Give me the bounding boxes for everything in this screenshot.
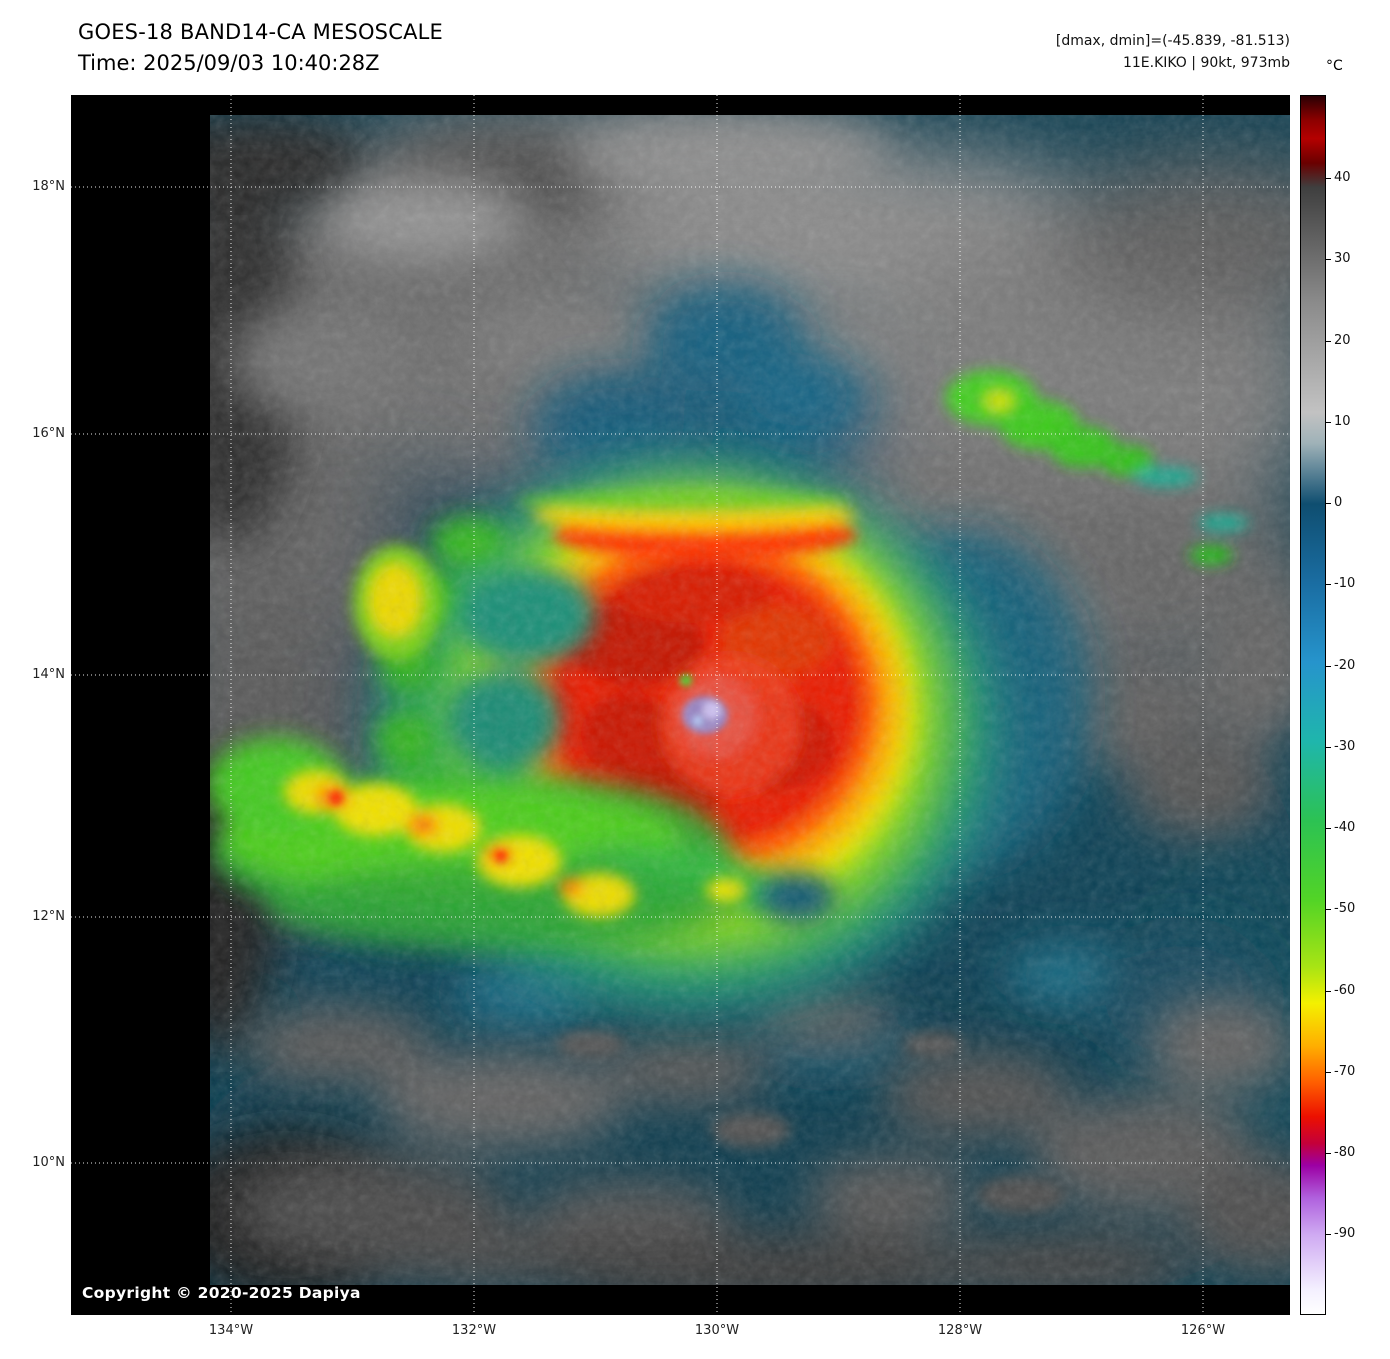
colorbar-tick-label: -70 xyxy=(1325,1063,1378,1081)
latitude-label: 10°N xyxy=(32,1155,65,1170)
temperature-colorbar xyxy=(1300,95,1326,1315)
longitude-label: 132°W xyxy=(451,1323,497,1338)
map-canvas: Copyright © 2020-2025 Dapiya xyxy=(71,95,1290,1315)
header-left: GOES-18 BAND14-CA MESOSCALE Time: 2025/0… xyxy=(78,20,443,75)
satellite-image xyxy=(71,95,1290,1315)
dmax-dmin-readout: [dmax, dmin]=(-45.839, -81.513) xyxy=(1055,33,1290,49)
storm-info: 11E.KIKO | 90kt, 973mb xyxy=(1122,55,1290,71)
latitude-label: 14°N xyxy=(32,667,65,682)
grid-lines xyxy=(71,95,1290,1315)
header-right: [dmax, dmin]=(-45.839, -81.513) 11E.KIKO… xyxy=(890,30,1290,74)
latitude-label: 16°N xyxy=(32,426,65,441)
product-title: GOES-18 BAND14-CA MESOSCALE xyxy=(78,20,444,44)
colorbar-tick-label: 40 xyxy=(1325,169,1378,187)
colorbar-tick-label: 10 xyxy=(1325,413,1378,431)
longitude-label: 128°W xyxy=(937,1323,983,1338)
colorbar-tick-label: -40 xyxy=(1325,819,1378,837)
colorbar-tick-label: -80 xyxy=(1325,1144,1378,1162)
colorbar-tick-label: -20 xyxy=(1325,657,1378,675)
colorbar-unit-label: °C xyxy=(1326,58,1343,74)
timestamp-line: Time: 2025/09/03 10:40:28Z xyxy=(78,51,380,75)
colorbar-tick-label: -90 xyxy=(1325,1225,1378,1243)
colorbar-tick-label: -50 xyxy=(1325,900,1378,918)
colorbar-tick-label: 30 xyxy=(1325,250,1378,268)
colorbar-tick-label: -60 xyxy=(1325,982,1378,1000)
latitude-label: 12°N xyxy=(32,909,65,924)
colorbar-tick-label: 0 xyxy=(1325,494,1378,512)
colorbar-tick-label: -30 xyxy=(1325,738,1378,756)
copyright-text: Copyright © 2020-2025 Dapiya xyxy=(82,1284,361,1302)
noise-texture xyxy=(210,115,1290,1285)
colorbar-tick-label: 20 xyxy=(1325,332,1378,350)
longitude-label: 130°W xyxy=(694,1323,740,1338)
longitude-label: 126°W xyxy=(1180,1323,1226,1338)
latitude-label: 18°N xyxy=(32,179,65,194)
colorbar-tick-label: -10 xyxy=(1325,575,1378,593)
longitude-label: 134°W xyxy=(208,1323,254,1338)
